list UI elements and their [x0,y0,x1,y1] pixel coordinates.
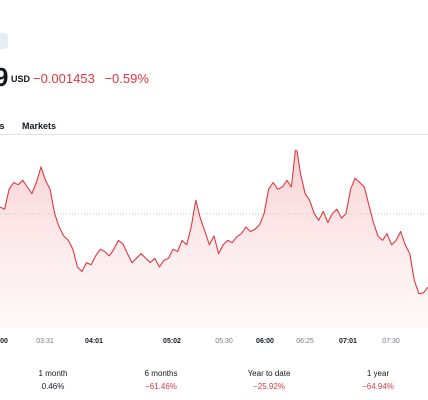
perf-6-months[interactable]: 6 months −61.46% [121,369,201,391]
tab-financials[interactable]: als [0,121,5,131]
price-change-absolute: −0.001453 [33,71,95,86]
perf-year-to-date[interactable]: Year to date −25.92% [229,369,309,391]
price-change: −0.001453 −0.59% [33,71,149,86]
perf-value: 0.46% [41,382,65,391]
perf-value: −25.92% [253,382,285,391]
perf-value: −64.94% [362,382,394,391]
x-tick-label: 07:01 [339,338,357,345]
price-chart[interactable]: 00 03:31 04:01 05:02 05:30 06:00 06:25 07:01 07:… [0,150,428,355]
price-line [0,150,428,295]
price-area-fill [0,150,428,328]
tab-markets[interactable]: Markets [22,121,57,131]
perf-label: 6 months [144,369,178,378]
price-change-percent: −0.59% [104,71,149,86]
price-currency: USD [11,74,31,84]
x-tick-label: 03:31 [36,338,54,345]
price-value: 9 [0,62,8,92]
x-tick-label: 07:30 [382,338,400,345]
perf-1-month[interactable]: 1 month 0.46% [13,369,93,391]
symbol-badge [0,33,8,49]
x-tick-label: 05:02 [163,338,181,345]
perf-label: Year to date [247,369,291,378]
perf-label: 1 month [38,369,68,378]
x-tick-label: 06:25 [296,338,314,345]
perf-1-year[interactable]: 1 year −64.94% [338,369,418,391]
x-axis-labels: 00 03:31 04:01 05:02 05:30 06:00 06:25 07:01 07:… [0,338,400,345]
x-tick-label: 00 [0,338,8,345]
performance-strip: 1 month 0.46% 6 months −61.46% Year to d… [0,369,428,399]
perf-label: 1 year [366,369,390,378]
x-tick-label: 04:01 [85,338,103,345]
tabs-divider [0,134,428,135]
x-tick-label: 05:30 [215,338,233,345]
x-tick-label: 06:00 [256,338,274,345]
perf-value: −61.46% [145,382,177,391]
